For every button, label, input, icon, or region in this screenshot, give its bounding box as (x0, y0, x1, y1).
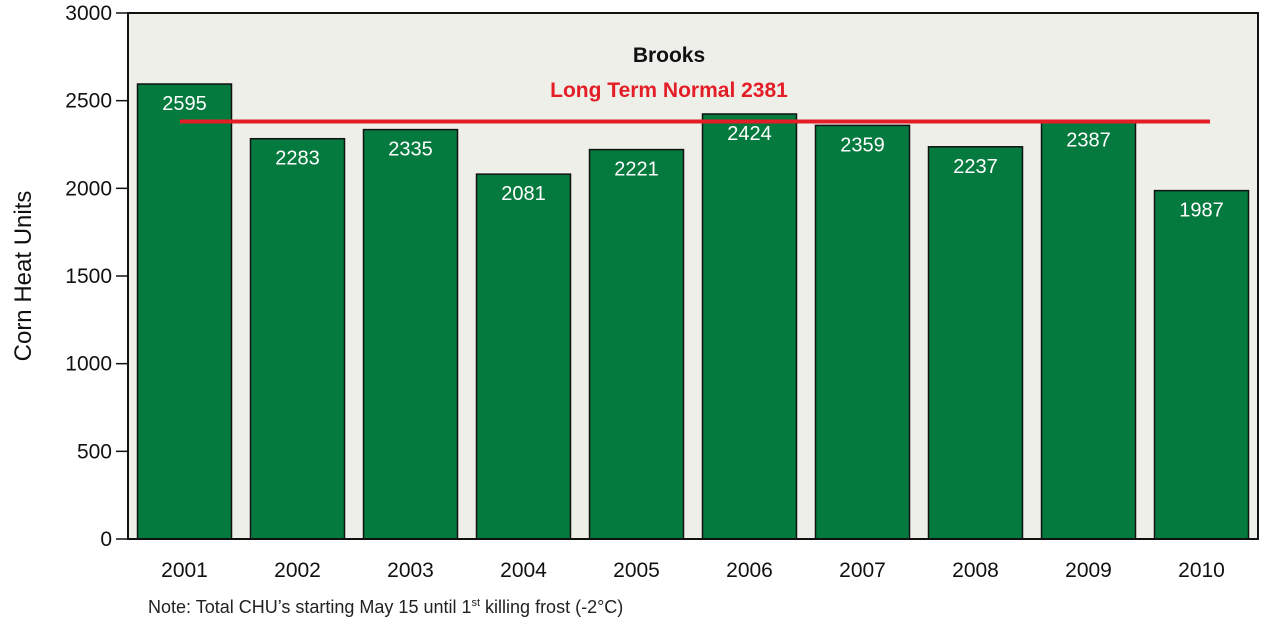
bar-value-label: 2335 (388, 139, 433, 161)
y-axis-label: Corn Heat Units (10, 191, 37, 362)
bar (249, 137, 346, 540)
x-tick-label: 2004 (500, 559, 547, 582)
y-tick-label: 1000 (65, 353, 112, 376)
plot-area: 0 500 1000 1500 2000 2500 3000 2595 2001 2283 2002… (10, 2, 1259, 582)
x-tick-label: 2010 (1178, 559, 1225, 582)
x-tick-label: 2009 (1065, 559, 1112, 582)
plot-frame (127, 12, 1259, 540)
y-tick-label: 3000 (65, 2, 112, 25)
bar-value-label: 2595 (162, 93, 207, 115)
bar (136, 83, 233, 540)
note-text: Note: Total CHU’s starting May 15 until … (148, 597, 472, 617)
chart-note: Note: Total CHU’s starting May 15 until … (148, 597, 623, 618)
y-tick-label: 500 (77, 440, 112, 463)
chart-title: Brooks (633, 44, 705, 67)
y-tick-label: 1500 (65, 265, 112, 288)
bar (701, 113, 798, 540)
bar-value-label: 2237 (953, 156, 998, 178)
bar (1040, 119, 1137, 540)
bar-value-label: 2081 (501, 183, 546, 205)
note-text-end: killing frost (-2°C) (480, 597, 624, 617)
bar-value-label: 1987 (1179, 200, 1224, 222)
x-tick-label: 2003 (387, 559, 434, 582)
x-tick-label: 2005 (613, 559, 660, 582)
x-tick-label: 2008 (952, 559, 999, 582)
bar-value-label: 2283 (275, 148, 320, 170)
x-tick-label: 2001 (161, 559, 208, 582)
long-term-normal-label: Long Term Normal 2381 (550, 79, 788, 102)
x-tick-label: 2002 (274, 559, 321, 582)
y-tick-label: 2000 (65, 177, 112, 200)
x-tick-label: 2007 (839, 559, 886, 582)
y-tick-label: 0 (100, 528, 112, 551)
note-superscript: st (471, 597, 481, 609)
bar (927, 146, 1024, 540)
bar-value-label: 2387 (1066, 129, 1111, 151)
bar-value-label: 2359 (840, 134, 885, 156)
bar (362, 128, 459, 540)
bar (475, 173, 572, 540)
bar (1153, 189, 1250, 540)
corn-heat-units-chart: 0 500 1000 1500 2000 2500 3000 2595 2001 2283 2002… (10, 2, 1259, 582)
bar-value-label: 2424 (727, 123, 772, 145)
x-tick-label: 2006 (726, 559, 773, 582)
y-tick-label: 2500 (65, 90, 112, 113)
bar (814, 124, 911, 540)
bar (588, 148, 685, 540)
bar-value-label: 2221 (614, 159, 659, 181)
